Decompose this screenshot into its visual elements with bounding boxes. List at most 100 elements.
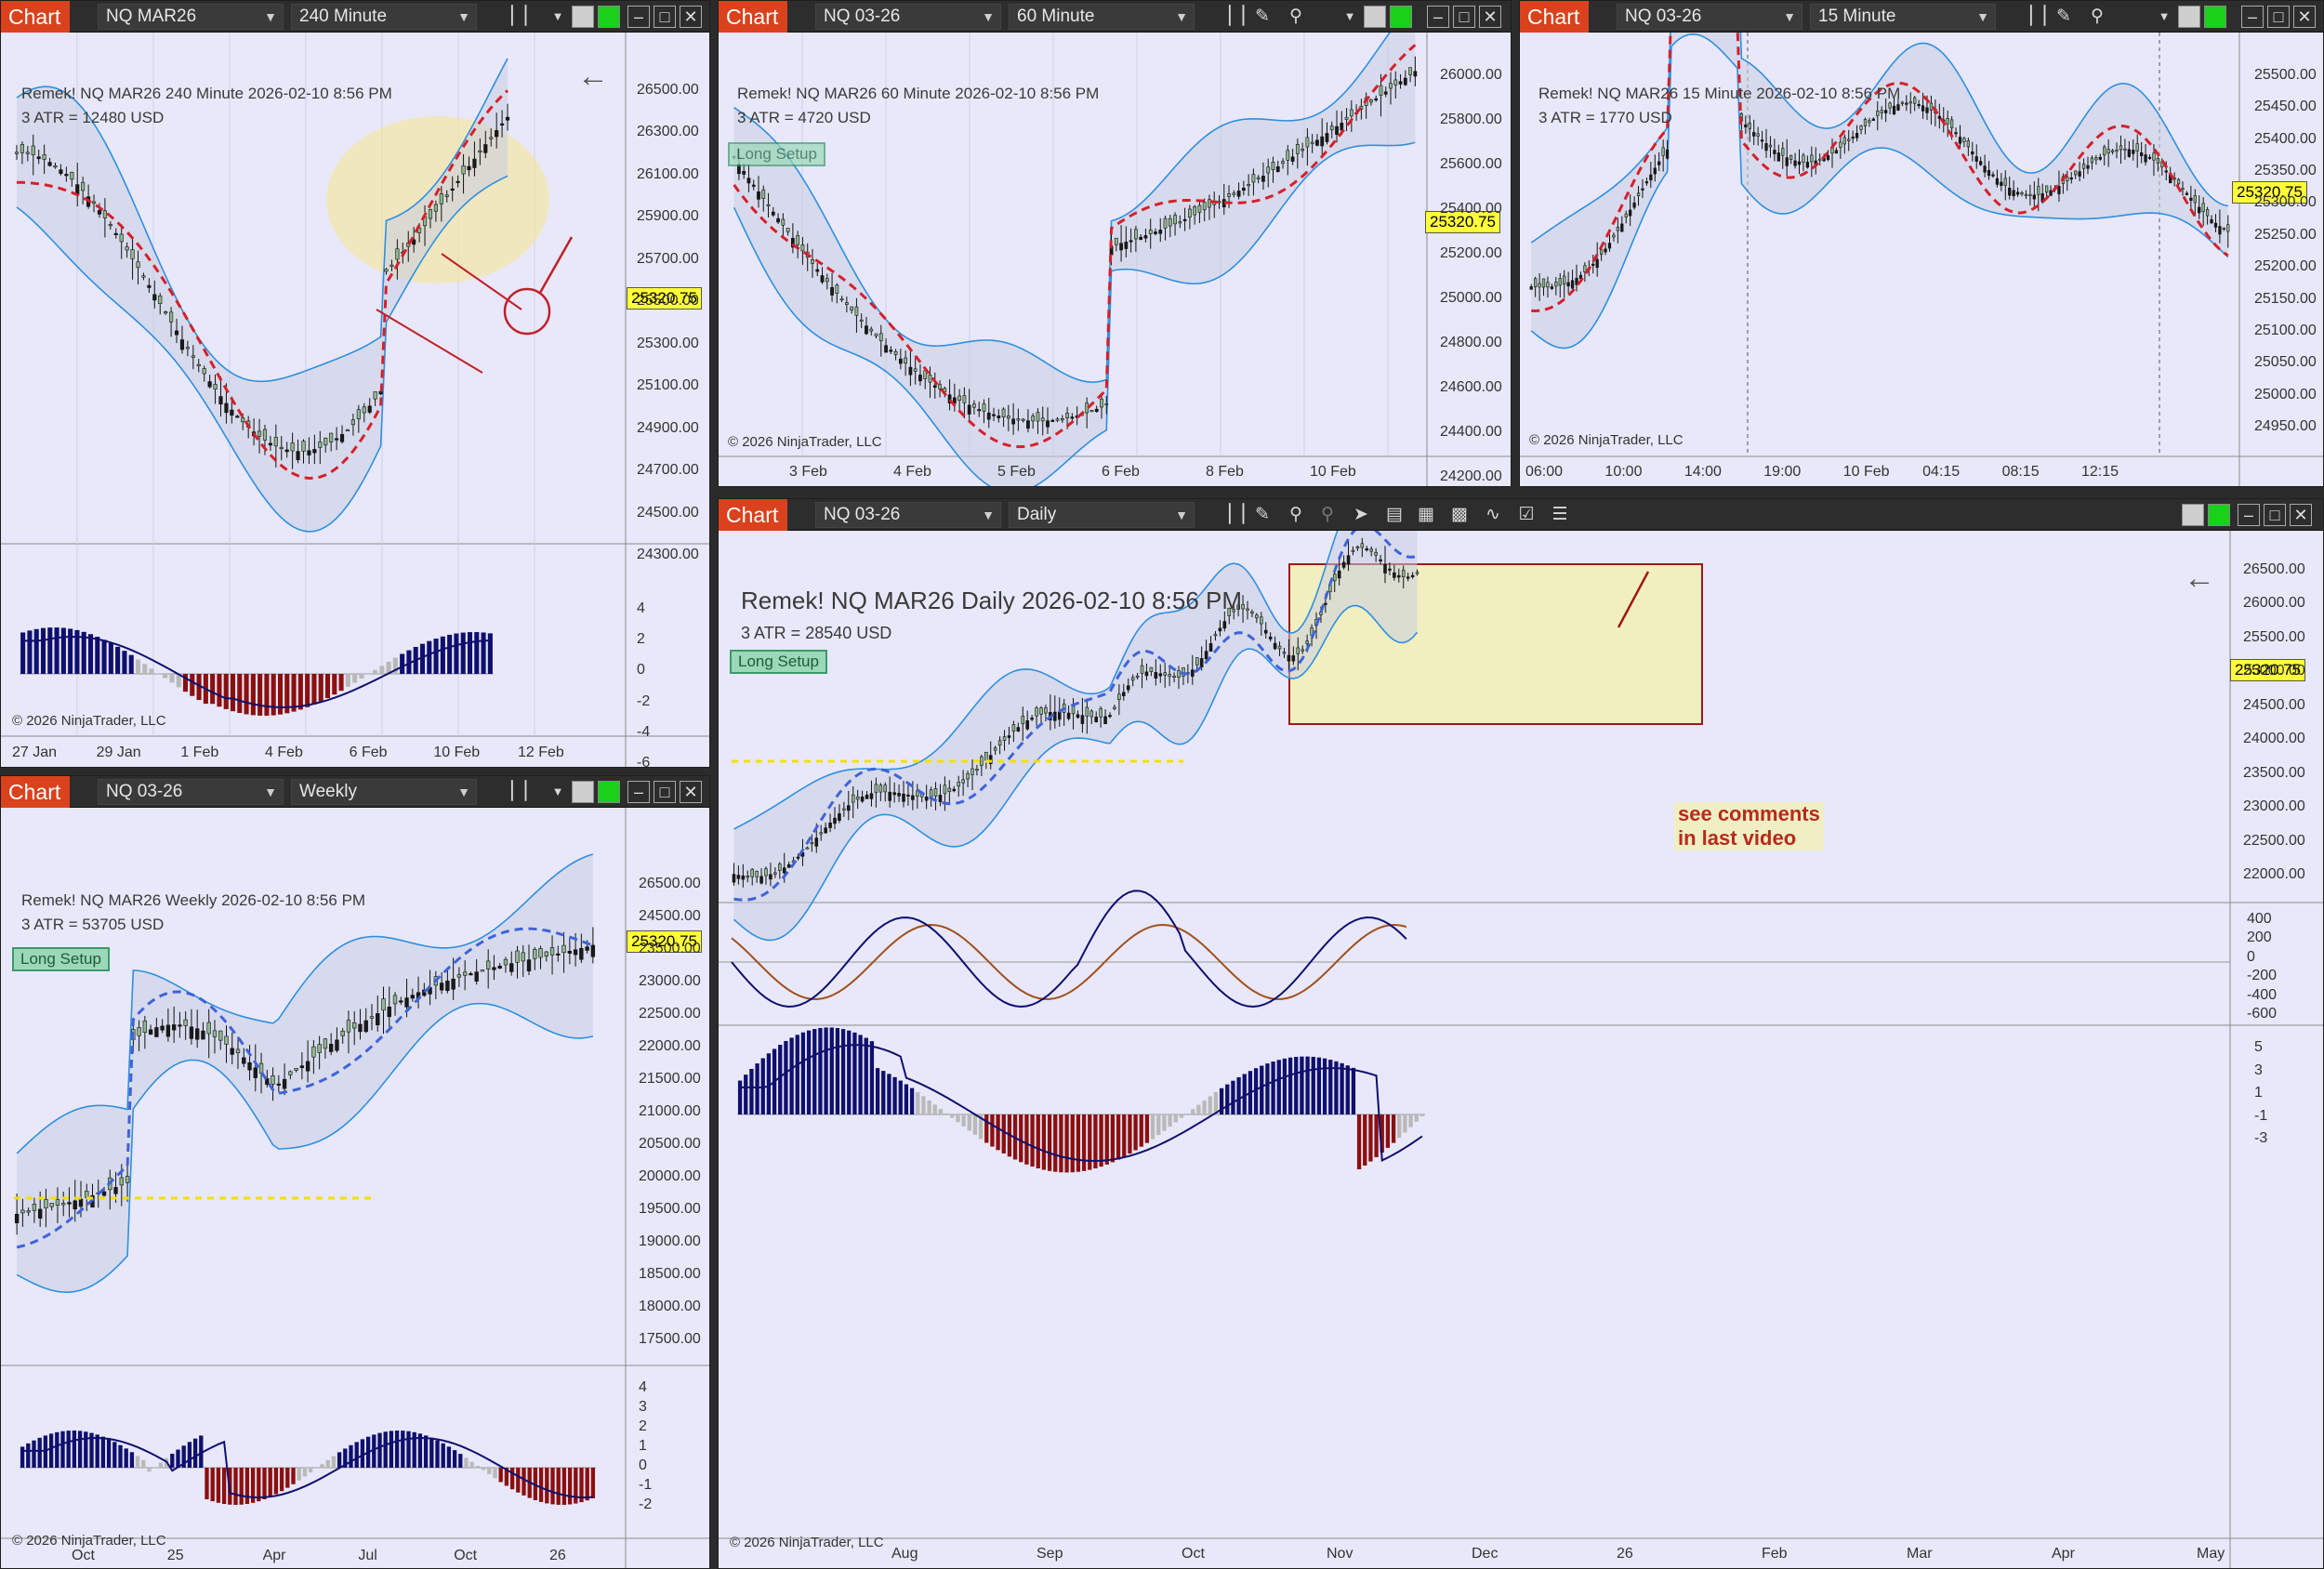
histogram-bar <box>100 1436 106 1468</box>
link-color-button[interactable] <box>598 781 620 803</box>
candle <box>1546 282 1550 288</box>
close-button[interactable]: ✕ <box>2293 6 2316 28</box>
instrument-selector[interactable]: NQ MAR26 ▼ <box>98 4 284 30</box>
chart-plot-area[interactable]: Remek! NQ MAR26 240 Minute 2026-02-10 8:… <box>1 33 709 767</box>
indicators-icon[interactable]: ∿ <box>1486 505 1500 524</box>
oscillator-tick-label: 400 <box>2247 911 2272 927</box>
minimize-button[interactable]: – <box>1427 6 1449 28</box>
maximize-button[interactable]: □ <box>1453 6 1475 28</box>
histogram-bar <box>122 651 127 674</box>
instrument-selector[interactable]: NQ 03-26 ▼ <box>815 4 1001 30</box>
bar-type-icon[interactable]: ▕▕ <box>1217 7 1245 26</box>
link-button[interactable] <box>2182 504 2204 526</box>
chevron-down-icon[interactable]: ▼ <box>2158 9 2171 23</box>
candle <box>276 1083 282 1086</box>
candle <box>988 755 993 765</box>
candle <box>323 1038 328 1049</box>
link-button[interactable] <box>2178 6 2200 28</box>
candle <box>1066 712 1071 719</box>
pencil-icon[interactable]: ✎ <box>2056 7 2071 26</box>
time-tick-label: Oct <box>72 1548 95 1563</box>
histogram-bar <box>475 1466 481 1468</box>
interval-selector[interactable]: 15 Minute ▼ <box>1810 4 1996 30</box>
histogram-bar <box>574 1468 578 1504</box>
chart-menu-button[interactable]: Chart <box>719 1 788 33</box>
link-color-button[interactable] <box>598 6 620 28</box>
link-button[interactable] <box>572 6 594 28</box>
list-icon[interactable]: ☰ <box>1552 505 1568 524</box>
pencil-icon[interactable]: ✎ <box>1255 505 1270 524</box>
data-box-icon[interactable]: ▤ <box>1386 505 1403 524</box>
chart-plot-area[interactable]: Remek! NQ MAR26 Daily 2026-02-10 8:56 PM… <box>719 531 2323 1568</box>
chart-plot-area[interactable]: Remek! NQ MAR26 Weekly 2026-02-10 8:56 P… <box>1 808 709 1568</box>
link-color-button[interactable] <box>1390 6 1412 28</box>
link-button[interactable] <box>572 781 594 803</box>
candle <box>2008 187 2012 196</box>
back-arrow-icon[interactable]: ← <box>2184 560 2215 596</box>
instrument-selector[interactable]: NQ 03-26 ▼ <box>98 779 284 805</box>
link-color-button[interactable] <box>2204 6 2226 28</box>
candle <box>1271 162 1275 170</box>
time-tick-label: Apr <box>262 1548 286 1563</box>
candle <box>339 434 345 442</box>
instrument-selector[interactable]: NQ 03-26 ▼ <box>815 502 1001 528</box>
chart-menu-button[interactable]: Chart <box>1520 1 1590 33</box>
zoom-out-icon[interactable]: ⚲ <box>1321 505 1334 524</box>
candle <box>1315 139 1319 146</box>
pencil-icon[interactable]: ✎ <box>1255 7 1270 26</box>
bar-type-icon[interactable]: ▕▕ <box>499 7 527 26</box>
upper-band-line <box>16 853 594 1154</box>
chevron-down-icon[interactable]: ▼ <box>551 784 564 798</box>
candle <box>526 959 532 971</box>
candle <box>1661 147 1665 156</box>
chart-menu-button[interactable]: Chart <box>1 1 71 33</box>
close-button[interactable]: ✕ <box>2290 504 2312 526</box>
zoom-icon[interactable]: ⚲ <box>1289 7 1302 26</box>
bar-type-icon[interactable]: ▕▕ <box>1217 505 1245 524</box>
maximize-button[interactable]: □ <box>2264 504 2286 526</box>
chart-plot-area[interactable]: Remek! NQ MAR26 15 Minute 2026-02-10 8:5… <box>1520 33 2323 486</box>
chevron-down-icon[interactable]: ▼ <box>1343 9 1356 23</box>
chart-menu-button[interactable]: Chart <box>1 776 71 808</box>
chart-overlay-atr: 3 ATR = 1770 USD <box>1538 109 1672 126</box>
interval-selector[interactable]: Daily ▼ <box>1009 502 1195 528</box>
chart-plot-area[interactable]: Remek! NQ MAR26 60 Minute 2026-02-10 8:5… <box>719 33 1511 486</box>
instrument-selector[interactable]: NQ 03-26 ▼ <box>1617 4 1802 30</box>
candle <box>282 1078 287 1089</box>
histogram-bar <box>1179 1114 1184 1118</box>
interval-selector[interactable]: Weekly ▼ <box>291 779 477 805</box>
bar-type-icon[interactable]: ▕▕ <box>2018 7 2046 26</box>
candle <box>773 872 777 875</box>
candle <box>362 406 366 414</box>
histogram-bar <box>101 639 107 674</box>
minimize-button[interactable]: – <box>627 781 650 803</box>
zoom-in-icon[interactable]: ⚲ <box>1289 505 1302 524</box>
candle <box>279 446 284 449</box>
close-button[interactable]: ✕ <box>680 781 702 803</box>
interval-selector[interactable]: 240 Minute ▼ <box>291 4 477 30</box>
back-arrow-icon[interactable]: ← <box>577 59 609 94</box>
pointer-icon[interactable]: ➤ <box>1353 505 1368 524</box>
candle <box>404 997 409 1008</box>
minimize-button[interactable]: – <box>2241 6 2264 28</box>
link-color-button[interactable] <box>2208 504 2230 526</box>
chart-menu-button[interactable]: Chart <box>719 499 788 531</box>
strategies-icon[interactable]: ▩ <box>1451 505 1468 524</box>
link-button[interactable] <box>1364 6 1386 28</box>
bar-type-icon[interactable]: ▕▕ <box>499 782 527 801</box>
chart-trader-icon[interactable]: ▦ <box>1418 505 1434 524</box>
maximize-button[interactable]: □ <box>654 781 676 803</box>
price-tick-label: 25300.00 <box>2254 194 2317 211</box>
interval-selector[interactable]: 60 Minute ▼ <box>1009 4 1195 30</box>
candle <box>1119 243 1123 251</box>
chevron-down-icon[interactable]: ▼ <box>551 9 564 23</box>
minimize-button[interactable]: – <box>627 6 650 28</box>
minimize-button[interactable]: – <box>2238 504 2260 526</box>
close-button[interactable]: ✕ <box>680 6 702 28</box>
properties-icon[interactable]: ☑ <box>1518 505 1535 524</box>
maximize-button[interactable]: □ <box>654 6 676 28</box>
zoom-icon[interactable]: ⚲ <box>2091 7 2104 26</box>
candle <box>1383 563 1387 574</box>
maximize-button[interactable]: □ <box>2267 6 2290 28</box>
close-button[interactable]: ✕ <box>1479 6 1501 28</box>
